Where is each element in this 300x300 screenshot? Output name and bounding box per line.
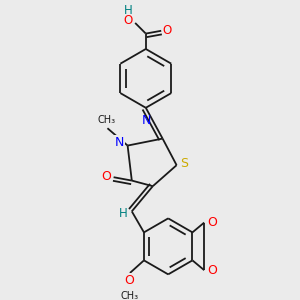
Text: CH₃: CH₃ bbox=[98, 116, 116, 125]
Text: N: N bbox=[142, 114, 151, 127]
Text: O: O bbox=[207, 264, 217, 277]
Text: CH₃: CH₃ bbox=[121, 291, 139, 300]
Text: O: O bbox=[124, 274, 134, 287]
Text: S: S bbox=[180, 157, 188, 170]
Text: H: H bbox=[118, 207, 127, 220]
Text: N: N bbox=[115, 136, 124, 149]
Text: O: O bbox=[207, 215, 217, 229]
Text: H: H bbox=[124, 4, 133, 16]
Text: O: O bbox=[102, 170, 112, 183]
Text: O: O bbox=[163, 24, 172, 37]
Text: O: O bbox=[124, 14, 133, 27]
